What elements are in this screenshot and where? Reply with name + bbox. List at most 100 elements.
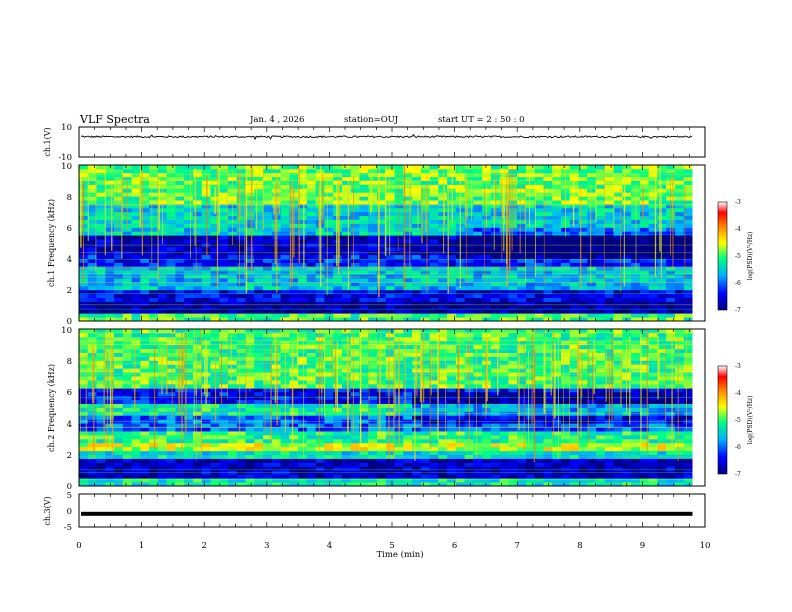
spectrogram-cell <box>175 482 185 487</box>
spectrogram-cell <box>350 336 360 342</box>
spectrogram-cell <box>166 462 176 467</box>
spectrogram-cell <box>420 219 430 224</box>
spectrogram-cell <box>403 348 413 353</box>
spectrogram-cell <box>525 211 536 217</box>
spectrogram-cell <box>473 165 483 170</box>
spectrogram-cell <box>578 215 588 220</box>
spectrogram-cell <box>385 196 395 201</box>
spectrogram-cell <box>254 192 264 197</box>
spectrogram-cell <box>306 211 317 217</box>
spectrogram-cell <box>122 165 132 170</box>
spectrogram-cell <box>464 482 474 487</box>
spectrogram-cell <box>271 387 281 393</box>
spectrogram-cell <box>403 227 413 232</box>
spectrogram-cell <box>376 372 387 377</box>
spectrogram-cell <box>631 293 641 298</box>
spectrogram-cell <box>447 383 457 389</box>
spectrogram-cell <box>464 442 474 448</box>
spectrogram-cell <box>596 215 606 220</box>
spectrogram-cell <box>157 165 168 170</box>
spectrogram-cell <box>263 423 273 428</box>
spectrogram-cell <box>569 293 579 298</box>
spectrogram-cell <box>149 450 159 456</box>
spectrogram-cell <box>639 168 650 174</box>
spectrogram-cell <box>385 305 395 310</box>
spectrogram-cell <box>236 309 246 314</box>
spectrogram-cell <box>280 180 290 185</box>
spectrogram-cell <box>131 364 141 369</box>
spectrogram-cell <box>508 180 518 185</box>
spectrogram-cell <box>96 474 106 479</box>
spectrogram-cell <box>403 391 413 397</box>
spectrogram-cell <box>394 254 404 259</box>
spectrogram-cell <box>420 372 430 377</box>
spectrogram-cell <box>254 227 264 232</box>
spectrogram-cell <box>622 188 632 193</box>
spectrogram-cell <box>420 387 430 393</box>
spectrogram-cell <box>333 297 343 302</box>
spectrogram-cell <box>359 348 369 353</box>
spectrogram-cell <box>464 309 474 314</box>
spectrogram-cell <box>359 442 369 448</box>
spectrogram-cell <box>324 211 334 217</box>
spectrogram-cell <box>341 454 352 459</box>
spectrogram-cell <box>140 196 150 201</box>
spectrogram-cell <box>263 266 273 271</box>
spectrogram-cell <box>79 168 89 174</box>
spectrogram-cell <box>140 297 150 302</box>
spectrogram-cell <box>631 172 641 178</box>
spectrogram-cell <box>420 309 430 314</box>
spectrogram-cell <box>324 395 334 401</box>
spectrogram-cell <box>657 184 667 189</box>
spectrogram-cell <box>105 423 115 428</box>
spectrogram-cell <box>166 423 176 428</box>
spectrogram-cell <box>96 352 106 357</box>
spectrogram-cell <box>192 305 203 310</box>
spectrogram-cell <box>412 262 422 267</box>
spectrogram-cell <box>149 258 159 263</box>
spectrogram-cell <box>412 289 422 295</box>
spectrogram-cell <box>552 282 562 287</box>
spectrogram-cell <box>236 423 246 428</box>
spectrogram-cell <box>175 395 185 401</box>
spectrogram-cell <box>210 274 220 279</box>
spectrogram-cell <box>166 305 176 310</box>
spectrogram-cell <box>157 332 168 338</box>
spectrogram-cell <box>341 231 352 236</box>
spectrogram-cell <box>254 454 264 459</box>
spectrogram-cell <box>210 427 220 432</box>
spectrogram-cell <box>96 434 106 440</box>
spectrogram-cell <box>482 278 492 283</box>
spectrogram-cell <box>499 305 509 310</box>
spectrogram-cell <box>122 254 132 259</box>
spectrogram-cell <box>306 407 317 412</box>
spectrogram-cell <box>341 434 352 440</box>
spectrogram-cell <box>639 235 650 240</box>
spectrogram-cell <box>438 172 448 178</box>
spectrogram-cell <box>350 301 360 306</box>
spectrogram-cell <box>578 289 588 295</box>
spectrogram-cell <box>210 227 220 232</box>
spectrogram-cell <box>263 293 273 298</box>
spectrogram-cell <box>657 239 667 244</box>
spectrogram-cell <box>429 211 439 217</box>
spectrogram-cell <box>569 192 579 197</box>
spectrogram-cell <box>219 348 229 353</box>
spectrogram-cell <box>350 270 360 275</box>
spectrogram-cell <box>192 317 203 322</box>
spectrogram-cell <box>420 407 430 412</box>
spectrogram-cell <box>263 215 273 220</box>
spectrogram-cell <box>227 466 238 471</box>
spectrogram-cell <box>175 239 185 244</box>
spectrogram-cell <box>429 258 439 263</box>
spectrogram-cell <box>604 239 614 244</box>
spectrogram-cell <box>263 336 273 342</box>
spectrogram-cell <box>420 462 430 467</box>
spectrogram-cell <box>350 285 360 291</box>
spectrogram-cell <box>587 211 597 217</box>
spectrogram-cell <box>105 364 115 369</box>
spectrogram-cell <box>140 176 150 181</box>
spectrogram-cell <box>578 297 588 302</box>
spectrogram-cell <box>263 172 273 178</box>
spectrogram-cell <box>306 305 317 310</box>
